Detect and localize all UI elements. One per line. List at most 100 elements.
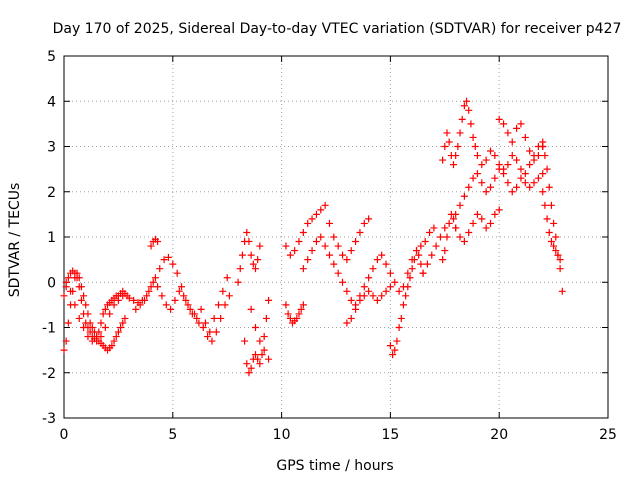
series-trace-h — [247, 305, 273, 363]
data-point — [521, 179, 529, 187]
data-point — [99, 310, 107, 318]
data-point — [441, 143, 449, 150]
data-point — [339, 251, 347, 259]
data-point — [195, 319, 203, 327]
data-point — [247, 251, 255, 259]
data-point — [460, 238, 468, 246]
data-point — [556, 256, 564, 264]
data-point — [552, 233, 560, 241]
series-trace-t — [539, 143, 566, 295]
data-point — [404, 269, 412, 277]
data-point — [460, 102, 468, 110]
data-point — [500, 170, 508, 178]
data-point — [254, 355, 262, 363]
y-tick-labels: -3 -2 -1 0 1 2 3 4 5 — [42, 49, 56, 427]
data-point — [391, 346, 399, 354]
data-point — [256, 242, 264, 250]
data-point — [378, 251, 386, 259]
data-point — [491, 152, 499, 160]
data-point — [439, 256, 447, 264]
data-point — [369, 292, 377, 300]
data-point — [495, 206, 503, 214]
data-point — [82, 301, 90, 309]
data-point — [60, 292, 68, 300]
data-point — [343, 319, 351, 327]
data-point — [256, 360, 264, 368]
data-point — [80, 324, 88, 331]
data-point — [471, 143, 479, 150]
data-point — [547, 201, 555, 209]
data-point — [441, 247, 449, 255]
data-point — [419, 269, 427, 277]
data-point — [80, 292, 88, 300]
data-point — [360, 283, 368, 291]
data-point — [130, 296, 138, 304]
y-tick-label: 2 — [47, 185, 56, 201]
data-point — [325, 251, 333, 259]
data-point — [62, 278, 70, 286]
data-point — [67, 287, 75, 295]
data-point — [169, 260, 177, 268]
data-point — [114, 296, 122, 304]
data-point — [299, 301, 307, 309]
data-point — [360, 292, 368, 300]
data-point — [75, 274, 83, 282]
data-point — [458, 115, 466, 123]
data-point — [408, 265, 416, 273]
series-trace-g — [241, 296, 273, 377]
data-point — [64, 274, 72, 282]
series-trace-r — [452, 206, 503, 246]
x-tick-label: 25 — [599, 427, 617, 443]
data-point — [421, 238, 429, 246]
x-tick-labels: 0 5 10 15 20 25 — [60, 427, 617, 443]
data-point — [469, 133, 477, 141]
data-point — [343, 256, 351, 264]
data-point — [154, 238, 162, 246]
data-point — [526, 161, 534, 169]
data-point — [441, 224, 449, 232]
data-point — [225, 292, 233, 300]
data-point — [469, 219, 477, 227]
data-point — [539, 170, 547, 178]
data-point — [249, 260, 257, 268]
data-point — [156, 265, 164, 273]
data-point — [543, 215, 551, 223]
data-point — [295, 310, 303, 318]
data-point — [373, 296, 381, 304]
data-point — [460, 192, 468, 200]
data-point — [495, 115, 503, 123]
data-point — [297, 305, 305, 313]
data-point — [178, 283, 186, 291]
data-point — [112, 333, 120, 341]
data-point — [550, 219, 558, 227]
data-point — [245, 369, 253, 377]
data-point — [456, 233, 464, 241]
data-point — [251, 351, 259, 359]
data-point — [164, 253, 172, 261]
series-trace-d — [132, 274, 231, 336]
data-point — [347, 314, 355, 322]
data-point — [243, 360, 251, 368]
data-point — [245, 238, 253, 246]
data-point — [504, 179, 512, 187]
y-axis-label: SDTVAR / TECUs — [7, 183, 23, 298]
data-point — [365, 274, 373, 282]
data-point — [508, 188, 516, 196]
y-tick-label: -3 — [42, 411, 56, 427]
data-point — [530, 179, 538, 187]
data-point — [521, 133, 529, 141]
data-point — [186, 305, 194, 313]
y-tick-label: 0 — [47, 275, 56, 291]
data-point — [478, 161, 486, 169]
data-point — [352, 238, 360, 246]
data-point — [450, 161, 458, 169]
data-point — [284, 310, 292, 318]
x-tick-label: 10 — [273, 427, 291, 443]
data-point — [517, 165, 525, 173]
data-point — [241, 337, 249, 345]
data-point — [217, 314, 225, 322]
data-point — [556, 265, 564, 273]
data-point — [545, 183, 553, 191]
data-point — [452, 224, 460, 232]
data-point — [543, 165, 551, 173]
